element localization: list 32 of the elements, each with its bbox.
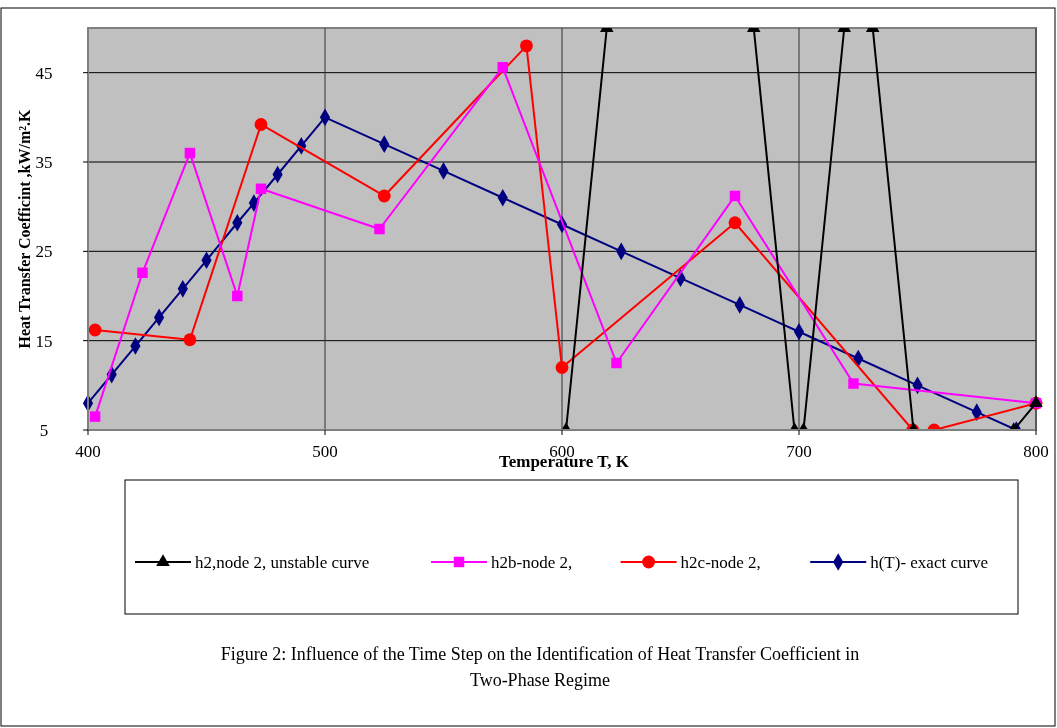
- legend-label: h2c-node 2,: [680, 552, 761, 572]
- legend-label: h(T)- exact curve: [870, 552, 989, 572]
- point: [183, 333, 197, 347]
- legend-label: h2,node 2, unstable curve: [195, 552, 370, 572]
- point: [729, 190, 741, 202]
- point: [377, 189, 391, 203]
- y-axis-title: Heat Transfer Coefficint ,kW/m².K: [16, 108, 33, 349]
- y-tick-label: 25: [35, 242, 53, 262]
- y-tick-label: 35: [35, 152, 53, 172]
- point: [89, 411, 101, 422]
- y-tick-label: 45: [35, 63, 53, 83]
- point: [255, 183, 267, 195]
- y-tick-label: 5: [39, 420, 49, 440]
- x-tick-label: 400: [75, 442, 101, 461]
- point: [88, 323, 102, 337]
- point: [848, 378, 859, 389]
- legend-label: h2b-node 2,: [491, 552, 573, 572]
- point: [184, 147, 196, 159]
- x-tick-label: 800: [1023, 442, 1049, 461]
- point: [520, 39, 533, 53]
- point: [728, 216, 742, 230]
- point: [374, 223, 385, 235]
- point: [611, 357, 622, 369]
- text: Figure 2: Influence of the Time Step on the Identification of Heat Transfer Coefficient in Two-Phase Regime: [220, 644, 860, 690]
- point: [497, 62, 508, 73]
- x-tick-label: 500: [312, 442, 338, 461]
- x-tick-label: 700: [786, 442, 812, 461]
- y-tick-label: 15: [35, 331, 53, 351]
- point: [232, 290, 243, 302]
- point: [254, 118, 268, 131]
- point: [137, 267, 148, 279]
- point: [555, 361, 569, 374]
